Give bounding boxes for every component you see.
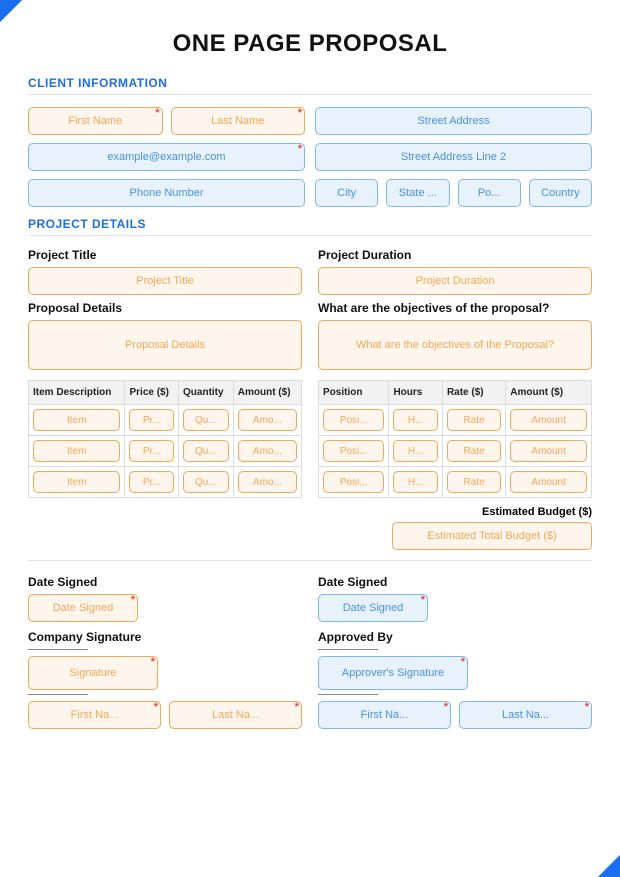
table-cell-input[interactable]: Rate	[447, 440, 501, 462]
approver-last-name-input[interactable]: Last Na...	[459, 701, 592, 729]
objectives-label: What are the objectives of the proposal?	[318, 301, 592, 315]
page-title: ONE PAGE PROPOSAL	[28, 30, 592, 58]
last-name-input[interactable]: Last Name	[171, 107, 306, 135]
table-cell-input[interactable]: Pr...	[129, 440, 174, 462]
table-header: Position	[319, 381, 389, 405]
table-header: Hours	[389, 381, 442, 405]
street-address-input[interactable]: Street Address	[315, 107, 592, 135]
table-cell-input[interactable]: Pr...	[129, 471, 174, 493]
table-cell-input[interactable]: Item	[33, 471, 120, 493]
phone-input[interactable]: Phone Number	[28, 179, 305, 207]
table-cell-input[interactable]: Qu...	[183, 440, 229, 462]
table-cell-input[interactable]: Amount	[510, 409, 587, 431]
project-title-input[interactable]: Project Title	[28, 267, 302, 295]
table-row: Item Pr... Qu... Amo...	[29, 405, 302, 436]
table-cell-input[interactable]: H...	[393, 471, 437, 493]
table-header: Item Description	[29, 381, 125, 405]
table-cell-input[interactable]: Amount	[510, 440, 587, 462]
proposal-details-input[interactable]: Proposal Details	[28, 320, 302, 370]
company-date-signed-input[interactable]: Date Signed	[28, 594, 138, 622]
approver-date-signed-input[interactable]: Date Signed	[318, 594, 428, 622]
table-cell-input[interactable]: Amo...	[238, 440, 297, 462]
project-section-header: PROJECT DETAILS	[28, 217, 592, 231]
table-cell-input[interactable]: Rate	[447, 471, 501, 493]
approver-signature-input[interactable]: Approver's Signature	[318, 656, 468, 690]
table-header: Price ($)	[125, 381, 179, 405]
project-duration-label: Project Duration	[318, 248, 592, 262]
table-header: Rate ($)	[442, 381, 505, 405]
table-cell-input[interactable]: H...	[393, 409, 437, 431]
company-signature-label: Company Signature	[28, 630, 302, 644]
table-cell-input[interactable]: Item	[33, 440, 120, 462]
table-row: Item Pr... Qu... Amo...	[29, 436, 302, 467]
table-header: Amount ($)	[506, 381, 592, 405]
street-address-2-input[interactable]: Street Address Line 2	[315, 143, 592, 171]
labor-table: PositionHoursRate ($)Amount ($) Posi... H…	[318, 380, 592, 498]
email-input[interactable]: example@example.com	[28, 143, 305, 171]
table-cell-input[interactable]: Amount	[510, 471, 587, 493]
table-row: Posi... H... Rate Amount	[319, 467, 592, 498]
company-signature-input[interactable]: Signature	[28, 656, 158, 690]
country-input[interactable]: Country	[529, 179, 592, 207]
table-cell-input[interactable]: Rate	[447, 409, 501, 431]
table-cell-input[interactable]: Amo...	[238, 409, 297, 431]
table-row: Item Pr... Qu... Amo...	[29, 467, 302, 498]
table-cell-input[interactable]: Qu...	[183, 409, 229, 431]
table-cell-input[interactable]: H...	[393, 440, 437, 462]
client-section-header: CLIENT INFORMATION	[28, 76, 592, 90]
table-header: Quantity	[179, 381, 234, 405]
company-first-name-input[interactable]: First Na...	[28, 701, 161, 729]
city-input[interactable]: City	[315, 179, 378, 207]
budget-input[interactable]: Estimated Total Budget ($)	[392, 522, 592, 550]
table-cell-input[interactable]: Item	[33, 409, 120, 431]
postal-input[interactable]: Po...	[458, 179, 521, 207]
budget-label: Estimated Budget ($)	[28, 506, 592, 518]
date-signed-label-2: Date Signed	[318, 575, 592, 589]
table-cell-input[interactable]: Qu...	[183, 471, 229, 493]
table-row: Posi... H... Rate Amount	[319, 436, 592, 467]
first-name-input[interactable]: First Name	[28, 107, 163, 135]
company-last-name-input[interactable]: Last Na...	[169, 701, 302, 729]
table-cell-input[interactable]: Amo...	[238, 471, 297, 493]
project-duration-input[interactable]: Project Duration	[318, 267, 592, 295]
proposal-details-label: Proposal Details	[28, 301, 302, 315]
table-cell-input[interactable]: Pr...	[129, 409, 174, 431]
table-cell-input[interactable]: Posi...	[323, 409, 384, 431]
table-cell-input[interactable]: Posi...	[323, 471, 384, 493]
project-title-label: Project Title	[28, 248, 302, 262]
table-row: Posi... H... Rate Amount	[319, 405, 592, 436]
approver-first-name-input[interactable]: First Na...	[318, 701, 451, 729]
state-input[interactable]: State ...	[386, 179, 449, 207]
date-signed-label-1: Date Signed	[28, 575, 302, 589]
table-cell-input[interactable]: Posi...	[323, 440, 384, 462]
items-table: Item DescriptionPrice ($)QuantityAmount …	[28, 380, 302, 498]
table-header: Amount ($)	[233, 381, 301, 405]
approved-by-label: Approved By	[318, 630, 592, 644]
objectives-input[interactable]: What are the objectives of the Proposal?	[318, 320, 592, 370]
